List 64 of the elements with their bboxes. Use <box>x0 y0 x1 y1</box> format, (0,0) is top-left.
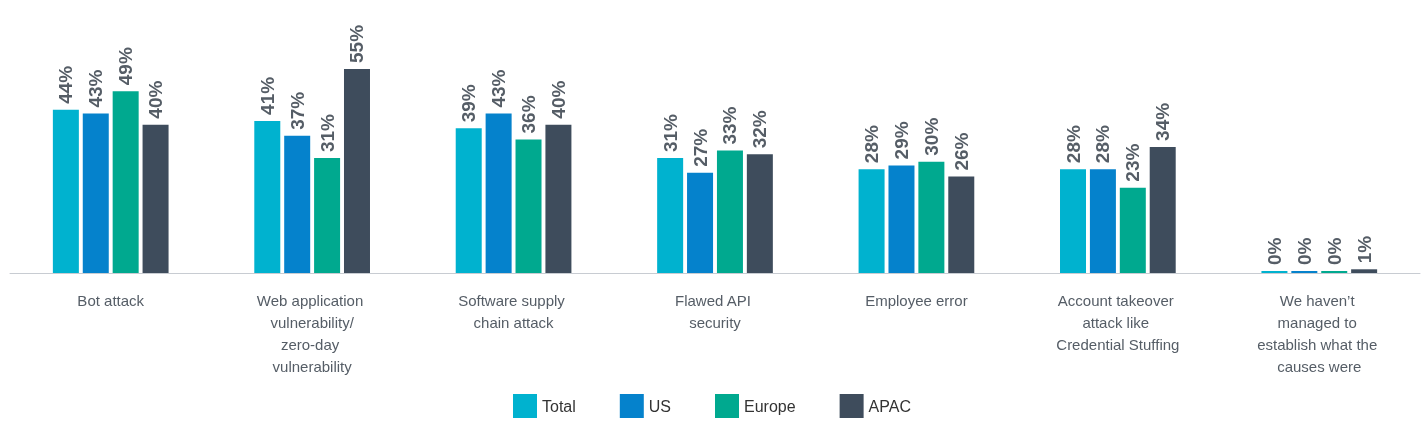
bar <box>948 176 975 273</box>
bar <box>485 113 512 273</box>
data-label: 0% <box>1293 237 1315 265</box>
bar <box>1149 146 1176 273</box>
x-tick-label: Software supply chain attack <box>458 291 570 331</box>
bar <box>455 128 482 273</box>
x-tick-label: Account takeover attack like Credential Stuffing <box>1056 291 1180 353</box>
x-tick-label: Bot attack <box>77 291 145 309</box>
data-label: 0% <box>1323 237 1345 265</box>
data-label: 26% <box>950 132 972 171</box>
bar <box>657 158 684 273</box>
bar <box>1351 269 1378 273</box>
data-label: 23% <box>1122 143 1144 182</box>
x-tick-label: Flawed API security <box>674 291 756 331</box>
bar <box>284 135 311 273</box>
data-label: 43% <box>488 69 510 108</box>
data-label: 36% <box>518 95 540 134</box>
data-label: 37% <box>286 91 308 130</box>
bar <box>142 124 169 273</box>
bar <box>918 161 945 273</box>
legend-label: APAC <box>868 397 912 415</box>
bar <box>52 109 79 273</box>
data-label: 28% <box>1092 125 1114 164</box>
data-label: 39% <box>458 84 480 123</box>
data-label: 55% <box>346 24 368 63</box>
data-label: 1% <box>1353 235 1375 264</box>
bar <box>888 165 915 273</box>
data-label: 34% <box>1152 102 1174 141</box>
legend-label: US <box>648 397 672 415</box>
bar <box>687 172 714 273</box>
bar <box>545 124 572 273</box>
data-label: 40% <box>547 80 569 119</box>
legend-label: Europe <box>744 397 796 415</box>
x-tick-label: Employee error <box>865 291 968 309</box>
bar <box>1119 187 1146 273</box>
bar <box>746 154 773 273</box>
data-label: 30% <box>920 117 942 156</box>
bar <box>1060 169 1087 273</box>
bar <box>515 139 542 273</box>
data-label: 29% <box>890 121 912 160</box>
bar <box>112 91 139 273</box>
data-label: 49% <box>115 47 137 86</box>
bar <box>343 69 370 273</box>
data-label: 40% <box>145 80 167 119</box>
data-label: 28% <box>861 125 883 164</box>
bar <box>254 120 281 273</box>
data-label: 31% <box>659 113 681 153</box>
data-label: 32% <box>749 110 771 149</box>
data-label: 28% <box>1062 125 1084 164</box>
data-label: 41% <box>256 76 278 115</box>
data-label: 43% <box>85 69 107 108</box>
data-label: 0% <box>1263 237 1285 265</box>
bar <box>314 158 341 273</box>
legend-label: Total <box>542 397 576 415</box>
x-tick-label: We haven’t managed to establish what the causes were <box>1257 291 1382 375</box>
x-tick-label: Web application vulnerability/zero-day vulnerability <box>256 291 368 375</box>
bar <box>82 113 109 273</box>
bar <box>858 169 885 273</box>
data-label: 44% <box>55 65 77 104</box>
data-label: 33% <box>719 106 741 145</box>
data-label: 27% <box>689 128 711 167</box>
bar <box>716 150 743 273</box>
bar <box>1089 169 1116 273</box>
data-label: 31% <box>316 113 338 153</box>
